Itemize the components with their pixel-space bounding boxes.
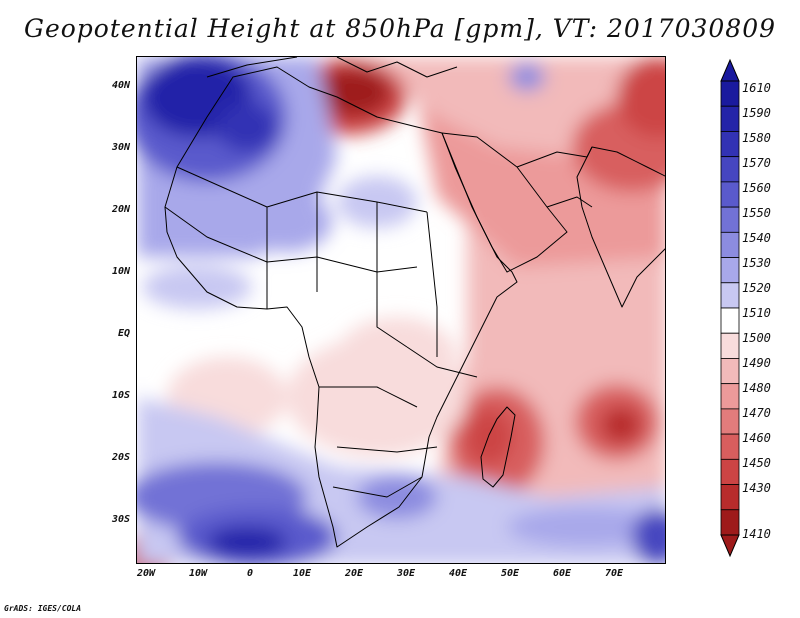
lon-label-10w: 10W <box>188 568 208 579</box>
colorbar-label-1480: 1480 <box>742 381 771 395</box>
colorbar-cell-1530 <box>720 257 740 284</box>
colorbar-cell-1490 <box>720 358 740 385</box>
colorbar-cell-1590 <box>720 105 740 132</box>
colorbar-label-1590: 1590 <box>742 106 771 120</box>
colorbar-label-1500: 1500 <box>742 331 771 345</box>
lon-label-10e: 10E <box>292 568 312 579</box>
colorbar-label-1560: 1560 <box>742 181 771 195</box>
colorbar-cell-1610 <box>720 80 740 107</box>
colorbar-bottom-arrow <box>720 534 740 558</box>
colorbar-cell-1550 <box>720 206 740 233</box>
colorbar-cell-1430 <box>720 484 740 511</box>
lat-label-10s: 10S <box>111 390 130 401</box>
colorbar-cell-1480 <box>720 383 740 410</box>
colorbar-label-1430: 1430 <box>742 481 771 495</box>
lat-label-30n: 30N <box>111 142 130 153</box>
lon-label-60e: 60E <box>552 568 572 579</box>
colorbar-cell-1460 <box>720 433 740 460</box>
colorbar-cell-1410 <box>720 509 740 536</box>
lon-label-40e: 40E <box>448 568 468 579</box>
lon-label-20e: 20E <box>344 568 364 579</box>
colorbar-label-1450: 1450 <box>742 456 771 470</box>
coastlines-and-borders <box>164 57 665 548</box>
colorbar <box>720 58 740 558</box>
colorbar-label-1550: 1550 <box>742 206 771 220</box>
lat-label-eq: EQ <box>117 328 130 339</box>
lon-label-30e: 30E <box>396 568 416 579</box>
colorbar-cell-1570 <box>720 156 740 183</box>
lat-label-30s: 30S <box>111 514 130 525</box>
colorbar-label-1530: 1530 <box>742 256 771 270</box>
lon-label-70e: 70E <box>604 568 624 579</box>
colorbar-label-1470: 1470 <box>742 406 771 420</box>
lon-label-0: 0 <box>246 568 254 579</box>
plot-title: Geopotential Height at 850hPa [gpm], VT:… <box>23 14 777 43</box>
colorbar-cell-1520 <box>720 282 740 309</box>
colorbar-cell-1510 <box>720 307 740 334</box>
height-field-shading <box>137 57 665 563</box>
colorbar-label-1570: 1570 <box>742 156 771 170</box>
colorbar-label-1610: 1610 <box>742 81 771 95</box>
colorbar-cell-1450 <box>720 458 740 485</box>
colorbar-cells <box>720 80 740 536</box>
lat-label-40n: 40N <box>111 80 130 91</box>
colorbar-label-1410: 1410 <box>742 527 771 541</box>
geopotential-field-map <box>137 57 665 563</box>
colorbar-label-1520: 1520 <box>742 281 771 295</box>
credit-text: GrADS: IGES/COLA <box>4 604 82 613</box>
map-panel <box>136 56 666 564</box>
lon-label-50e: 50E <box>500 568 520 579</box>
colorbar-top-arrow <box>720 58 740 82</box>
lat-label-20s: 20S <box>111 452 130 463</box>
colorbar-cell-1470 <box>720 408 740 435</box>
colorbar-label-1580: 1580 <box>742 131 771 145</box>
lat-label-20n: 20N <box>111 204 130 215</box>
colorbar-label-1510: 1510 <box>742 306 771 320</box>
colorbar-label-1460: 1460 <box>742 431 771 445</box>
colorbar-label-1540: 1540 <box>742 231 771 245</box>
lat-label-10n: 10N <box>111 266 130 277</box>
colorbar-label-1490: 1490 <box>742 356 771 370</box>
lon-label-20w: 20W <box>136 568 156 579</box>
colorbar-cell-1540 <box>720 231 740 258</box>
colorbar-cell-1500 <box>720 332 740 359</box>
colorbar-cell-1580 <box>720 131 740 158</box>
colorbar-cell-1560 <box>720 181 740 208</box>
